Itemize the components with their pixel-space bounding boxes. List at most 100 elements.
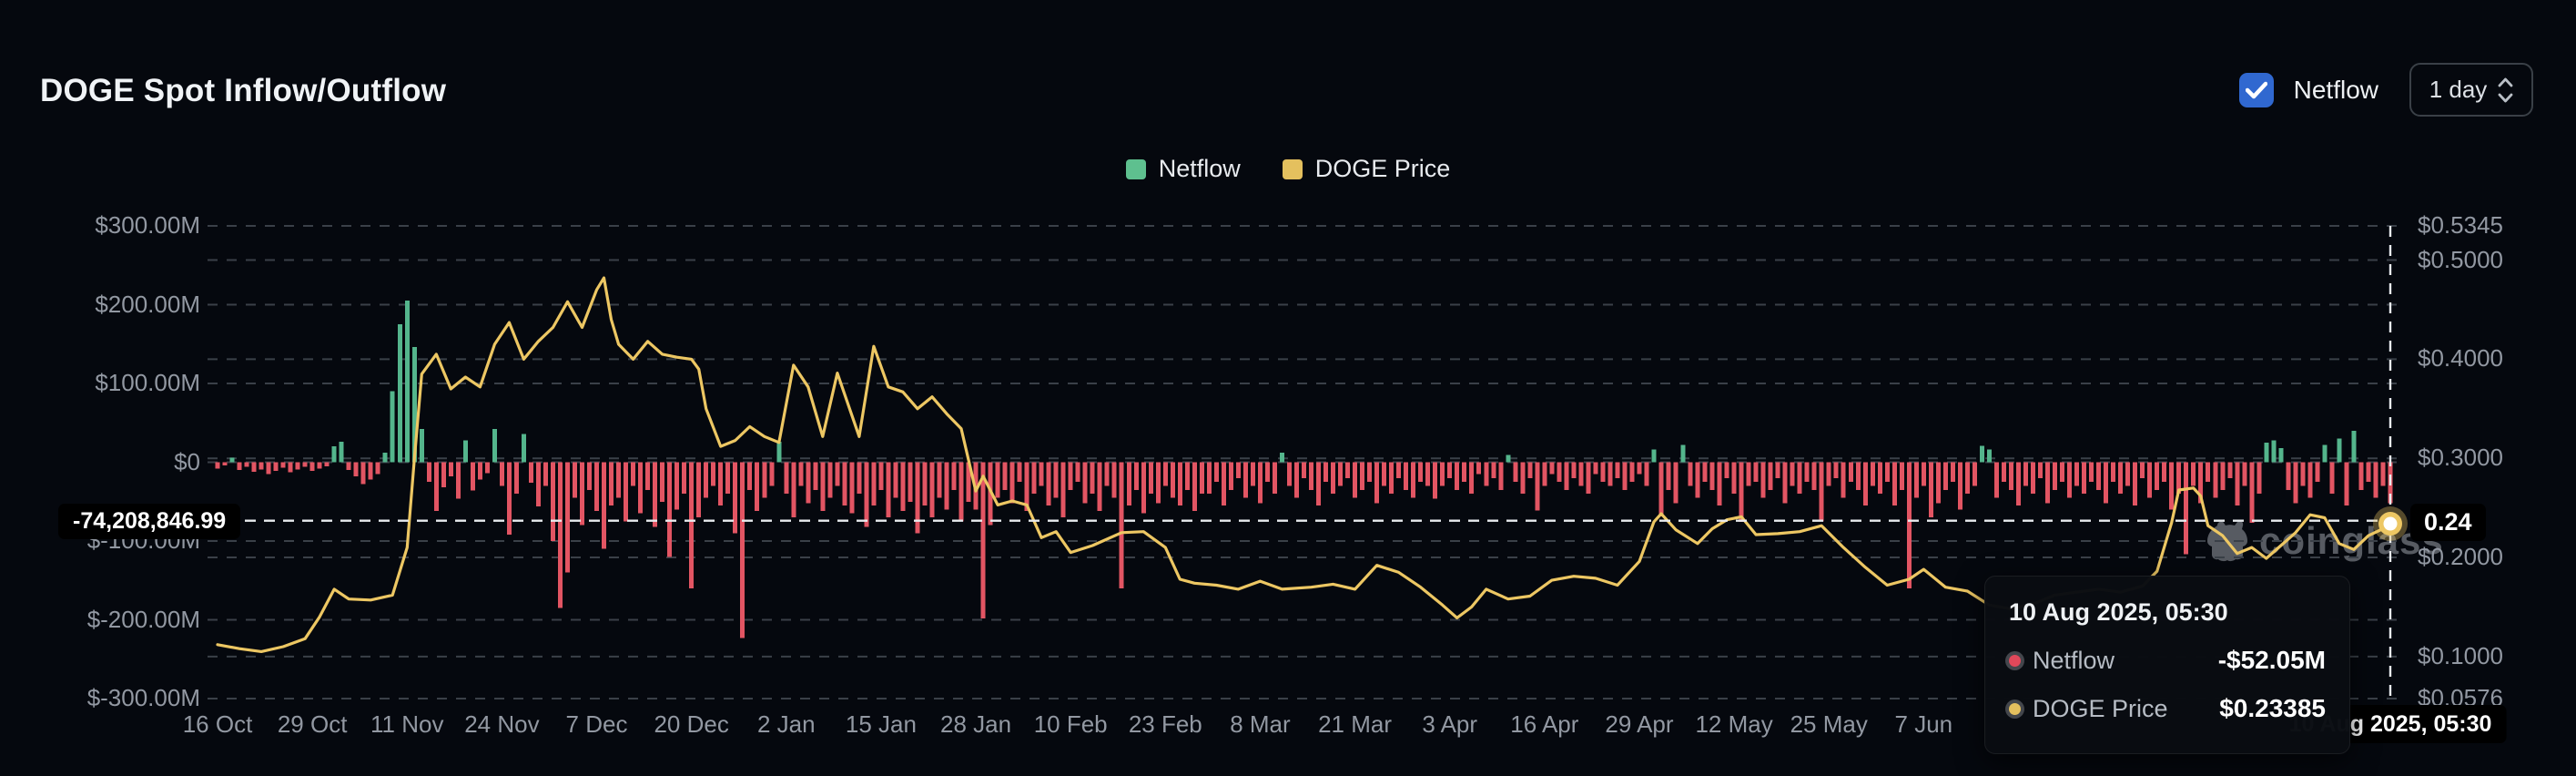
netflow-bar: [2257, 462, 2262, 495]
netflow-bar: [1564, 462, 1569, 490]
netflow-bar: [2315, 462, 2320, 483]
netflow-bar: [2008, 462, 2013, 490]
netflow-bar: [2242, 462, 2247, 486]
netflow-bar: [2155, 462, 2160, 490]
netflow-bar: [1782, 462, 1788, 504]
netflow-bar: [280, 462, 286, 468]
netflow-bar: [740, 462, 745, 638]
netflow-bar: [1119, 462, 1124, 588]
netflow-bar: [1535, 462, 1540, 511]
crosshair-value-pill-right: 0.24: [2410, 503, 2486, 541]
netflow-bar: [1607, 462, 1613, 486]
netflow-bar: [2125, 462, 2131, 486]
netflow-bar: [1906, 462, 1912, 588]
netflow-bar: [499, 462, 504, 486]
netflow-bar: [813, 462, 818, 490]
netflow-bar: [820, 462, 826, 512]
netflow-bar: [470, 462, 475, 491]
netflow-bar: [2001, 462, 2006, 483]
netflow-bar: [1068, 462, 1073, 490]
netflow-bar: [616, 462, 622, 498]
netflow-bar: [1046, 462, 1051, 506]
netflow-bar: [2271, 440, 2277, 463]
netflow-bar: [411, 347, 417, 463]
netflow-bar: [609, 462, 614, 506]
netflow-bar: [1250, 462, 1255, 486]
netflow-bar: [1491, 462, 1496, 478]
netflow-bar: [842, 462, 847, 506]
tooltip-doge-price-label: DOGE Price: [2033, 694, 2168, 722]
netflow-bar: [667, 462, 673, 557]
netflow-bar: [704, 462, 709, 498]
interval-select[interactable]: 1 day: [2409, 63, 2533, 117]
netflow-bar: [331, 446, 337, 463]
netflow-bar: [1338, 462, 1344, 486]
netflow-bar: [339, 442, 344, 463]
netflow-bar: [2104, 462, 2109, 504]
netflow-bar: [1658, 462, 1664, 517]
netflow-bar: [506, 462, 512, 536]
netflow-bar: [1017, 462, 1022, 483]
legend-item-netflow[interactable]: Netflow: [1125, 155, 1241, 183]
netflow-bar: [229, 457, 235, 463]
netflow-bar: [1302, 462, 1306, 478]
netflow-bar: [266, 462, 271, 475]
netflow-bar: [1600, 462, 1606, 483]
netflow-bar: [2351, 430, 2357, 463]
netflow-bar: [259, 462, 264, 470]
netflow-bar: [273, 462, 279, 472]
netflow-bar: [433, 462, 439, 512]
netflow-bar: [1841, 462, 1846, 498]
netflow-bar: [966, 462, 971, 502]
legend-item-doge-price[interactable]: DOGE Price: [1282, 155, 1450, 183]
netflow-bar: [1870, 462, 1875, 486]
netflow-bar: [1396, 462, 1402, 478]
netflow-bar: [1104, 462, 1110, 486]
netflow-bar: [521, 434, 526, 463]
netflow-bar: [2358, 462, 2364, 490]
netflow-bar: [1731, 462, 1737, 495]
netflow-bar: [1506, 454, 1511, 463]
netflow-bar: [419, 429, 424, 463]
netflow-bar: [1111, 462, 1117, 498]
netflow-bar: [660, 462, 665, 502]
netflow-bar: [1126, 462, 1131, 506]
netflow-swatch-icon: [1125, 158, 1146, 179]
netflow-dot-icon: [2009, 654, 2021, 667]
netflow-bar: [922, 462, 928, 506]
netflow-bar: [572, 462, 577, 498]
netflow-checkbox-label[interactable]: Netflow: [2293, 75, 2378, 104]
netflow-bar: [1717, 462, 1722, 506]
netflow-bar: [2264, 442, 2269, 463]
netflow-bar: [1826, 462, 1831, 486]
header-controls: Netflow 1 day: [2238, 63, 2533, 117]
netflow-bar: [1695, 462, 1700, 498]
netflow-bar: [1345, 462, 1351, 478]
netflow-bar: [776, 442, 782, 463]
netflow-bar: [1688, 462, 1693, 486]
netflow-bar: [2293, 462, 2298, 504]
page-title: DOGE Spot Inflow/Outflow: [40, 73, 447, 108]
netflow-bar: [1739, 462, 1744, 523]
netflow-bar: [2300, 462, 2306, 486]
netflow-bar: [382, 453, 388, 463]
netflow-bar: [1264, 462, 1270, 483]
netflow-bar: [1170, 462, 1175, 498]
netflow-bar: [1629, 462, 1635, 483]
netflow-bar: [1002, 462, 1008, 490]
netflow-bar: [455, 462, 461, 499]
netflow-bar: [900, 462, 906, 512]
netflow-bar: [2038, 462, 2044, 478]
netflow-bar: [580, 462, 585, 526]
chart-legend: Netflow DOGE Price: [0, 155, 2576, 183]
netflow-bar: [1666, 462, 1671, 490]
netflow-checkbox[interactable]: [2238, 72, 2274, 107]
netflow-bar: [1476, 462, 1482, 475]
crosshair-value-pill-left: -74,208,846.99: [58, 503, 241, 539]
netflow-bar: [2380, 462, 2386, 486]
netflow-bar: [324, 462, 330, 466]
netflow-bar: [653, 462, 658, 527]
netflow-bar: [1928, 462, 1933, 518]
netflow-bar: [1024, 462, 1029, 512]
